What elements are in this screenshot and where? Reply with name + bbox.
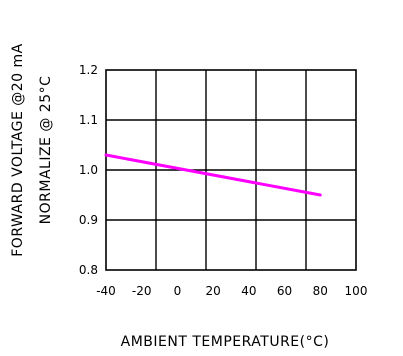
x-tick-label: 60	[277, 284, 292, 298]
series-line	[104, 153, 322, 197]
y-axis-title-line-2: NORMALIZE @ 25°C	[38, 76, 54, 225]
y-axis-title-line-1: FORWARD VOLTAGE @20 mA	[10, 43, 26, 257]
grid	[106, 70, 356, 270]
x-tick-label: -40	[96, 284, 116, 298]
x-tick-label: -20	[132, 284, 152, 298]
y-axis-ticks: 0.8 0.9 1.0 1.1 1.2	[79, 63, 98, 277]
x-axis-title: AMBIENT TEMPERATURE(°C)	[121, 334, 330, 350]
x-tick-label: 100	[345, 284, 368, 298]
series	[104, 153, 322, 197]
x-tick-label: 80	[313, 284, 328, 298]
x-axis-ticks: -40 -20 0 20 40 60 80 100	[96, 284, 367, 298]
y-tick-label: 1.2	[79, 63, 98, 77]
plot-frame	[105, 69, 357, 271]
y-tick-label: 0.8	[79, 263, 98, 277]
x-tick-label: 0	[174, 284, 182, 298]
y-tick-label: 0.9	[79, 213, 98, 227]
x-tick-label: 40	[241, 284, 256, 298]
y-tick-label: 1.0	[79, 163, 98, 177]
y-tick-label: 1.1	[79, 113, 98, 127]
x-tick-label: 20	[206, 284, 221, 298]
